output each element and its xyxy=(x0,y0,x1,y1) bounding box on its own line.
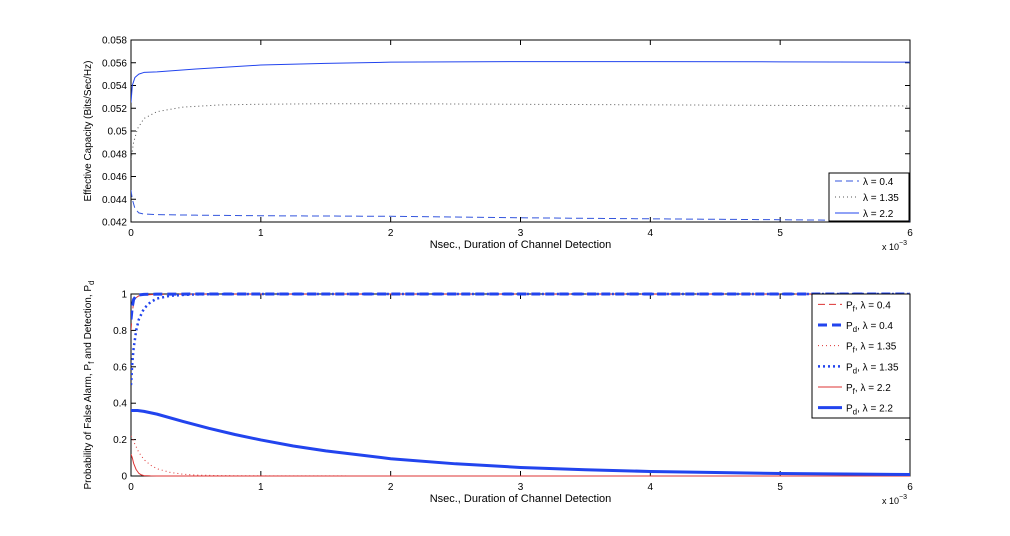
probability-chart-plot-area xyxy=(130,293,911,477)
x-tick-label: 6 xyxy=(907,482,913,493)
legend-label-1-part: , λ = 0.4 xyxy=(857,321,893,332)
y-axis-label-part: d xyxy=(87,280,96,284)
x-axis-label: Nsec., Duration of Channel Detection xyxy=(430,239,612,251)
legend-label-1-part: d xyxy=(853,325,857,334)
y-tick-label: 0.052 xyxy=(102,104,127,115)
probability-chart: 0 1 2 3 4 5 6 0 0.2 0.4 0.6 0.8 1 x 10−3 Nsec., Durati… xyxy=(83,280,913,506)
legend-label-3: Pd, λ = 1.35 xyxy=(846,362,899,375)
legend-label-2-part: P xyxy=(846,342,853,353)
y-tick-label: 0.2 xyxy=(113,435,127,446)
capacity-chart: 0 1 2 3 4 5 6 0.042 0.044 0.046 0.048 0.05 0.052 0.05… xyxy=(83,36,913,253)
probability-chart-series-line-4 xyxy=(131,453,910,477)
y-tick-label: 0.042 xyxy=(102,218,127,229)
x-tick-label: 5 xyxy=(777,482,783,493)
probability-chart-series-group xyxy=(131,292,910,477)
x-multiplier-base: x 10 xyxy=(882,242,899,252)
legend-label-2: Pf, λ = 1.35 xyxy=(846,342,897,355)
y-tick-label: 0.8 xyxy=(113,326,127,337)
x-tick-label: 3 xyxy=(518,482,524,493)
y-tick-label: 0.05 xyxy=(108,127,128,138)
y-tick-label: 0.6 xyxy=(113,362,127,373)
y-tick-label: 0.056 xyxy=(102,58,127,69)
y-axis-label-part: and Detection, P xyxy=(83,285,94,362)
capacity-chart-series-group xyxy=(131,61,910,222)
legend-label-4-part: , λ = 2.2 xyxy=(855,383,891,394)
legend-label-5-part: d xyxy=(853,408,857,417)
y-tick-label: 1 xyxy=(121,290,127,301)
capacity-chart-series-line-0 xyxy=(131,190,910,222)
x-tick-label: 1 xyxy=(258,482,264,493)
legend-label-2-part: f xyxy=(853,346,856,355)
legend-label-3-part: d xyxy=(853,366,857,375)
probability-chart-series-line-3 xyxy=(131,292,910,386)
legend-label-0: λ = 0.4 xyxy=(863,177,894,188)
x-tick-label: 4 xyxy=(648,228,654,239)
legend-label-1: Pd, λ = 0.4 xyxy=(846,321,893,334)
legend-label-2-part: , λ = 1.35 xyxy=(855,342,897,353)
x-tick-label: 0 xyxy=(128,482,134,493)
y-axis-label-part: Probability of False Alarm, P xyxy=(83,364,94,490)
probability-chart-series-line-5 xyxy=(131,408,910,477)
y-tick-label: 0.4 xyxy=(113,399,127,410)
x-tick-label: 3 xyxy=(518,228,524,239)
x-tick-label: 2 xyxy=(388,228,394,239)
legend-label-3-part: P xyxy=(846,362,853,373)
x-tick-label: 2 xyxy=(388,482,394,493)
legend-label-1: λ = 1.35 xyxy=(863,193,899,204)
legend-label-4-part: P xyxy=(846,383,853,394)
legend-label-3-part: , λ = 1.35 xyxy=(857,362,899,373)
x-multiplier-label: x 10−3 xyxy=(882,240,907,252)
x-tick-label: 5 xyxy=(777,228,783,239)
y-axis-label: Effective Capacity (Bits/Sec/Hz) xyxy=(83,61,94,202)
y-tick-label: 0 xyxy=(121,472,127,483)
legend-box xyxy=(828,172,910,222)
legend-label-4: Pf, λ = 2.2 xyxy=(846,383,891,396)
x-multiplier-exponent: −3 xyxy=(899,494,907,501)
legend-label-1-part: P xyxy=(846,321,853,332)
x-axis-label: Nsec., Duration of Channel Detection xyxy=(430,493,612,505)
x-multiplier-base: x 10 xyxy=(882,496,899,506)
capacity-chart-series-line-2 xyxy=(131,61,910,103)
legend-label-0-part: , λ = 0.4 xyxy=(855,300,891,311)
y-axis-label-part: f xyxy=(87,361,96,364)
legend-label-5-part: P xyxy=(846,404,853,415)
y-axis-label: Probability of False Alarm, Pf and Detec… xyxy=(83,280,96,489)
legend-label-0-part: P xyxy=(846,300,853,311)
x-tick-label: 4 xyxy=(648,482,654,493)
legend-label-0: Pf, λ = 0.4 xyxy=(846,300,891,313)
capacity-chart-plot-area xyxy=(130,39,911,223)
y-tick-label: 0.048 xyxy=(102,149,127,160)
legend-label-4-part: f xyxy=(853,387,856,396)
capacity-chart-legend: λ = 0.4 λ = 1.35 λ = 2.2 xyxy=(828,172,910,222)
y-tick-label: 0.046 xyxy=(102,172,127,183)
y-tick-label: 0.058 xyxy=(102,36,127,47)
y-tick-label: 0.054 xyxy=(102,81,127,92)
x-tick-label: 6 xyxy=(907,228,913,239)
legend-label-0-part: f xyxy=(853,304,856,313)
x-tick-label: 1 xyxy=(258,228,264,239)
x-multiplier-exponent: −3 xyxy=(899,240,907,247)
y-tick-label: 0.044 xyxy=(102,195,127,206)
legend-label-5-part: , λ = 2.2 xyxy=(857,404,893,415)
probability-chart-series-line-1 xyxy=(131,292,910,320)
legend-label-2: λ = 2.2 xyxy=(863,209,894,220)
x-tick-label: 0 xyxy=(128,228,134,239)
x-multiplier-label: x 10−3 xyxy=(882,494,907,506)
legend-box xyxy=(811,293,911,419)
legend-label-5: Pd, λ = 2.2 xyxy=(846,404,893,417)
